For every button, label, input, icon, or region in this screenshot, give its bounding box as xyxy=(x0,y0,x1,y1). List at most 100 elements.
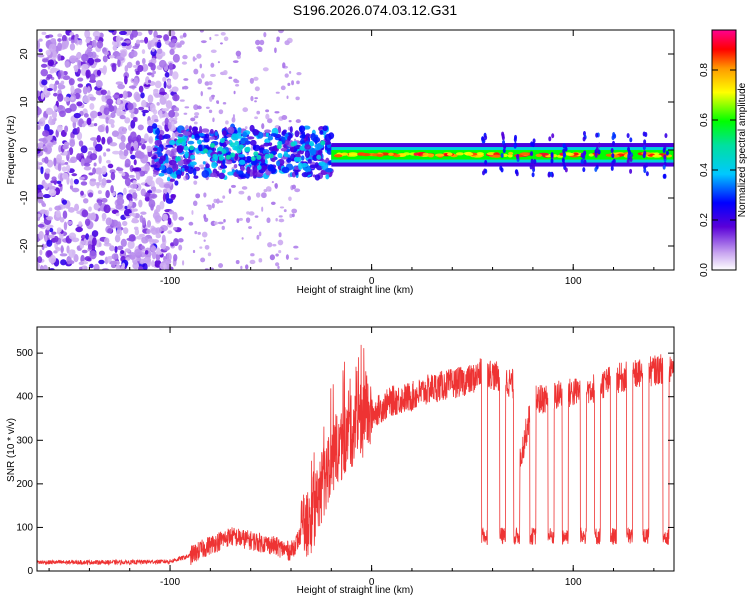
heatmap-band-cell xyxy=(175,169,182,177)
heatmap-band-cell xyxy=(322,125,328,132)
heatmap-noise-cell xyxy=(184,106,190,109)
heatmap-band-cell xyxy=(172,163,179,172)
heatmap-noise-cell xyxy=(259,39,265,46)
heatmap-noise-cell xyxy=(37,54,45,58)
heatmap-noise-cell xyxy=(248,226,252,229)
heatmap-noise-cell xyxy=(59,110,66,118)
heatmap-band-cell xyxy=(154,139,163,146)
heatmap-noise-cell xyxy=(267,118,273,124)
heatmap-noise-cell xyxy=(194,230,198,235)
heatmap-noise-cell xyxy=(141,63,149,72)
heatmap-band-cell xyxy=(323,140,331,145)
heatmap-noise-cell xyxy=(200,90,203,97)
heatmap-noise-cell xyxy=(294,188,301,193)
heatmap-noise-cell xyxy=(62,145,69,150)
heatmap-noise-cell xyxy=(163,81,167,89)
heatmap-band-cell xyxy=(304,144,312,150)
heatmap-noise-cell xyxy=(231,116,236,123)
heatmap-spike-cell xyxy=(594,166,598,172)
heatmap-noise-cell xyxy=(140,92,145,99)
heatmap-band-cell xyxy=(277,153,283,159)
heatmap-band-cell xyxy=(189,145,195,151)
heatmap-noise-cell xyxy=(37,192,44,198)
heatmap-noise-cell xyxy=(218,263,224,268)
heatmap-noise-cell xyxy=(199,30,204,33)
heatmap-noise-cell xyxy=(87,45,93,49)
heatmap-noise-cell xyxy=(121,172,126,177)
heatmap-noise-cell xyxy=(285,254,289,260)
heatmap-noise-cell xyxy=(135,70,140,75)
heatmap-band-cell xyxy=(286,157,292,163)
heatmap-spike-cell xyxy=(642,153,646,159)
heatmap-noise-cell xyxy=(112,150,120,155)
heatmap-spike-cell xyxy=(500,153,504,159)
heatmap-noise-cell xyxy=(179,35,184,39)
heatmap-noise-cell xyxy=(142,112,146,117)
heatmap-noise-cell xyxy=(135,60,140,66)
heatmap-noise-cell xyxy=(77,83,84,88)
heatmap-band-cell xyxy=(304,150,310,158)
heatmap-band-cell xyxy=(280,136,286,145)
heatmap-noise-cell xyxy=(45,168,51,174)
heatmap-band-cell xyxy=(203,136,210,143)
heatmap-noise-cell xyxy=(89,110,98,119)
heatmap-noise-cell xyxy=(209,73,216,78)
heatmap-noise-cell xyxy=(46,159,54,168)
y-tick-label: 0 xyxy=(19,147,30,153)
heatmap-band-cell xyxy=(230,152,236,158)
heatmap-noise-cell xyxy=(249,259,256,265)
heatmap-noise-cell xyxy=(76,153,82,161)
heatmap-noise-cell xyxy=(161,108,170,112)
snr-x-label: Height of straight line (km) xyxy=(297,585,414,596)
heatmap-noise-cell xyxy=(103,152,107,157)
heatmap-noise-cell xyxy=(68,78,75,86)
heatmap-noise-cell xyxy=(254,100,257,103)
heatmap-noise-cell xyxy=(151,47,155,52)
heatmap-band-cell xyxy=(225,154,231,160)
heatmap-band-cell xyxy=(177,133,184,138)
heatmap-noise-cell xyxy=(275,262,280,267)
heatmap-noise-cell xyxy=(208,109,213,114)
heatmap-noise-cell xyxy=(124,248,131,253)
heatmap-noise-cell xyxy=(162,213,169,222)
heatmap-noise-cell xyxy=(63,150,68,156)
heatmap-noise-cell xyxy=(57,71,61,80)
heatmap-noise-cell xyxy=(263,188,268,193)
heatmap-band-cell xyxy=(152,123,158,129)
heatmap-band-cell xyxy=(201,128,210,133)
heatmap-noise-cell xyxy=(206,204,212,207)
heatmap-noise-cell xyxy=(154,118,159,123)
heatmap-noise-cell xyxy=(199,63,202,69)
heatmap-noise-cell xyxy=(171,86,179,93)
heatmap-noise-cell xyxy=(238,217,243,221)
heatmap-noise-cell xyxy=(73,178,79,185)
heatmap-noise-cell xyxy=(140,245,145,250)
heatmap-noise-cell xyxy=(55,210,61,218)
heatmap-noise-cell xyxy=(120,250,125,254)
heatmap-noise-cell xyxy=(131,217,138,223)
snr-plot: -100 0 100 0 100 200 300 400 500 Height of strai… xyxy=(6,326,675,596)
heatmap-noise-cell xyxy=(101,136,106,145)
heatmap-carrier-cell xyxy=(652,154,662,158)
heatmap-noise-cell xyxy=(257,46,263,53)
heatmap-band-cell xyxy=(205,163,210,169)
heatmap-noise-cell xyxy=(78,261,85,266)
heatmap-noise-cell xyxy=(133,77,139,87)
heatmap-carrier-cell xyxy=(519,152,531,156)
heatmap-noise-cell xyxy=(94,58,101,63)
heatmap-noise-cell xyxy=(100,89,107,95)
heatmap-noise-cell xyxy=(173,227,178,231)
heatmap-noise-cell xyxy=(171,38,178,43)
heatmap-noise-cell xyxy=(291,184,296,190)
heatmap-band-cell xyxy=(245,155,252,163)
heatmap-band-cell xyxy=(237,127,242,134)
heatmap-spike-cell xyxy=(613,133,617,139)
heatmap-noise-cell xyxy=(106,159,111,164)
x-tick-label: -100 xyxy=(160,276,180,287)
heatmap-noise-cell xyxy=(155,204,161,213)
heatmap-noise-cell xyxy=(84,218,91,227)
heatmap-band-cell xyxy=(166,176,171,182)
heatmap-noise-cell xyxy=(70,85,75,94)
heatmap-band-cell xyxy=(158,172,165,177)
heatmap-band-cell xyxy=(263,142,270,147)
